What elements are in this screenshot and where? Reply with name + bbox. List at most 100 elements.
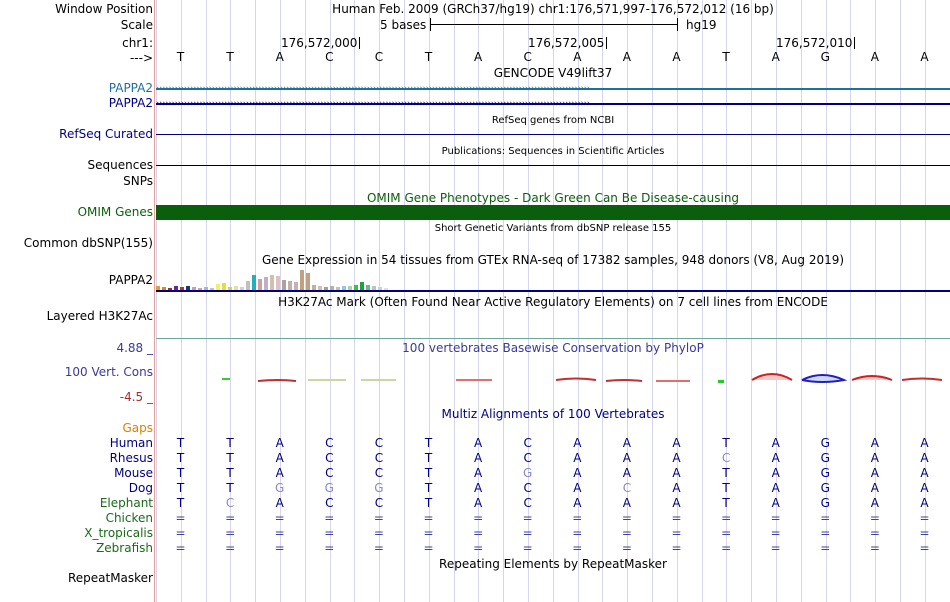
gtex-tissue-bar[interactable] bbox=[270, 275, 274, 290]
aligned-base: T bbox=[226, 481, 234, 495]
species-label[interactable]: Zebrafish bbox=[96, 541, 153, 555]
gtex-tissue-bar[interactable] bbox=[156, 286, 160, 290]
aligned-base: T bbox=[176, 436, 185, 450]
gtex-tissue-bar[interactable] bbox=[258, 279, 262, 290]
aligned-base: A bbox=[870, 451, 879, 465]
snps-label[interactable]: SNPs bbox=[123, 174, 153, 188]
gtex-tissue-bar[interactable] bbox=[228, 287, 232, 290]
gtex-tissue-bar[interactable] bbox=[342, 286, 346, 290]
gtex-tissue-bar[interactable] bbox=[312, 285, 316, 290]
h3k27ac-label[interactable]: Layered H3K27Ac bbox=[46, 309, 153, 323]
aligned-base: C bbox=[325, 451, 334, 465]
gtex-tissue-bar[interactable] bbox=[186, 286, 190, 290]
grid-line bbox=[850, 0, 852, 602]
species-label[interactable]: Chicken bbox=[105, 511, 153, 525]
gtex-tissue-bar[interactable] bbox=[162, 287, 166, 290]
species-label[interactable]: Elephant bbox=[99, 496, 153, 510]
gencode-gene-label-1[interactable]: PAPPA2 bbox=[108, 81, 153, 95]
coord-tick-1: 176,572,000 bbox=[281, 36, 361, 50]
gtex-tissue-bar[interactable] bbox=[210, 288, 214, 290]
gaps-label[interactable]: Gaps bbox=[122, 421, 153, 435]
gtex-tissue-bar[interactable] bbox=[336, 287, 340, 290]
dbsnp-label[interactable]: Common dbSNP(155) bbox=[23, 236, 153, 250]
gencode-gene-label-2[interactable]: PAPPA2 bbox=[108, 96, 153, 110]
aligned-base: A bbox=[622, 466, 631, 480]
gtex-tissue-bar[interactable] bbox=[354, 285, 358, 290]
refseq-track-title: RefSeq genes from NCBI bbox=[491, 115, 615, 126]
gtex-tissue-bar[interactable] bbox=[294, 282, 298, 290]
gtex-tissue-bar[interactable] bbox=[306, 273, 310, 290]
species-label[interactable]: Human bbox=[109, 436, 153, 450]
species-label[interactable]: Rhesus bbox=[109, 451, 153, 465]
sequences-label[interactable]: Sequences bbox=[87, 158, 153, 172]
aligned-base: = bbox=[621, 526, 632, 540]
aligned-base: C bbox=[325, 466, 334, 480]
dbsnp-track-title: Short Genetic Variants from dbSNP releas… bbox=[434, 223, 672, 234]
gtex-tissue-bar[interactable] bbox=[246, 281, 250, 290]
gtex-tissue-bar[interactable] bbox=[366, 285, 370, 290]
aligned-base: A bbox=[573, 466, 582, 480]
gtex-tissue-bar[interactable] bbox=[324, 287, 328, 290]
aligned-base: G bbox=[820, 436, 830, 450]
gencode-gene-feature-2[interactable] bbox=[156, 103, 950, 105]
h3k27ac-track-title: H3K27Ac Mark (Often Found Near Active Re… bbox=[278, 295, 828, 309]
window-position-label: Window Position bbox=[55, 2, 153, 16]
scale-text: 5 bases bbox=[380, 18, 427, 32]
aligned-base: = bbox=[175, 511, 186, 525]
gtex-tissue-bar[interactable] bbox=[252, 275, 256, 290]
gtex-tissue-bar[interactable] bbox=[276, 276, 280, 290]
gtex-tissue-bar[interactable] bbox=[348, 286, 352, 290]
reference-base: A bbox=[573, 50, 582, 64]
gtex-tissue-bar[interactable] bbox=[216, 284, 220, 290]
gencode-gene-feature-1[interactable] bbox=[156, 88, 950, 90]
phylop-graph[interactable] bbox=[156, 360, 950, 390]
aligned-base: C bbox=[325, 496, 334, 510]
gtex-tissue-bar[interactable] bbox=[384, 288, 388, 290]
gtex-tissue-bar[interactable] bbox=[264, 277, 268, 290]
gtex-label[interactable]: PAPPA2 bbox=[108, 273, 153, 287]
gtex-tissue-bar[interactable] bbox=[174, 286, 178, 290]
gtex-tissue-bar[interactable] bbox=[234, 286, 238, 290]
species-label[interactable]: X_tropicalis bbox=[84, 526, 153, 540]
refseq-label[interactable]: RefSeq Curated bbox=[59, 127, 153, 141]
phylop-label[interactable]: 100 Vert. Cons bbox=[64, 365, 153, 379]
repeatmasker-label[interactable]: RepeatMasker bbox=[67, 571, 153, 585]
aligned-base: = bbox=[869, 526, 880, 540]
gtex-tissue-bar[interactable] bbox=[330, 286, 334, 290]
gtex-tissue-bar[interactable] bbox=[198, 288, 202, 290]
omim-label[interactable]: OMIM Genes bbox=[77, 205, 153, 219]
aligned-base: A bbox=[920, 466, 929, 480]
coord-tick-3: 176,572,010 bbox=[776, 36, 856, 50]
aligned-base: = bbox=[770, 541, 781, 555]
species-label[interactable]: Mouse bbox=[114, 466, 153, 480]
gtex-tissue-bar[interactable] bbox=[222, 283, 226, 290]
reference-base: C bbox=[374, 50, 384, 64]
species-label[interactable]: Dog bbox=[128, 481, 153, 495]
sequences-track-title: Publications: Sequences in Scientific Ar… bbox=[441, 146, 665, 157]
aligned-base: = bbox=[621, 511, 632, 525]
reference-base: A bbox=[920, 50, 929, 64]
aligned-base: = bbox=[721, 526, 732, 540]
gtex-expression-bars[interactable] bbox=[156, 266, 950, 290]
gtex-tissue-bar[interactable] bbox=[240, 287, 244, 290]
gtex-tissue-bar[interactable] bbox=[360, 282, 364, 290]
aligned-base: A bbox=[771, 436, 780, 450]
gtex-tissue-bar[interactable] bbox=[288, 281, 292, 290]
aligned-base: A bbox=[473, 496, 483, 510]
gtex-tissue-bar[interactable] bbox=[318, 286, 322, 290]
sequences-feature[interactable] bbox=[156, 165, 950, 166]
aligned-base: A bbox=[672, 481, 681, 495]
gtex-tissue-bar[interactable] bbox=[192, 287, 196, 290]
phylop-mark-12 bbox=[851, 375, 893, 381]
gtex-tissue-bar[interactable] bbox=[372, 286, 376, 290]
gtex-tissue-bar[interactable] bbox=[180, 287, 184, 290]
gtex-tissue-bar[interactable] bbox=[282, 280, 286, 290]
reference-base: A bbox=[473, 50, 483, 64]
gtex-tissue-bar[interactable] bbox=[378, 287, 382, 290]
omim-feature[interactable] bbox=[156, 205, 950, 220]
gtex-tissue-bar[interactable] bbox=[168, 288, 172, 290]
gtex-tissue-bar[interactable] bbox=[204, 287, 208, 290]
gtex-tissue-bar[interactable] bbox=[300, 270, 304, 290]
phylop-mark-6 bbox=[555, 377, 597, 381]
refseq-feature[interactable] bbox=[156, 134, 950, 135]
